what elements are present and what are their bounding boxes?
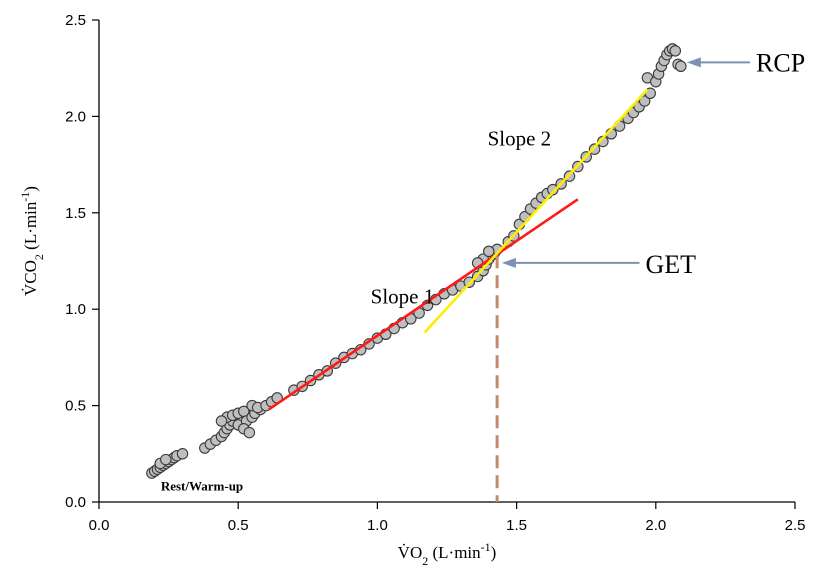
- rcp-label: RCP: [756, 48, 805, 77]
- data-point: [243, 426, 256, 439]
- x-tick-label: 1.0: [367, 517, 388, 534]
- data-point: [638, 95, 651, 107]
- get-arrowhead: [501, 257, 516, 268]
- y-tick-label: 1.5: [65, 205, 86, 222]
- y-tick-label: 0.0: [65, 494, 86, 511]
- get-label: GET: [645, 250, 696, 279]
- fit-lines: [268, 88, 649, 502]
- rcp-arrowhead: [686, 57, 701, 68]
- data-point: [160, 453, 172, 466]
- data-point: [547, 183, 559, 196]
- data-point: [215, 415, 228, 427]
- slope-2-line: [423, 88, 649, 334]
- x-axis-label: V̇O2 (L·min-1): [398, 540, 497, 568]
- data-point: [176, 448, 189, 460]
- y-tick-label: 1.0: [65, 301, 86, 318]
- data-point: [675, 60, 687, 73]
- slope-1-label: Slope 1: [371, 284, 435, 308]
- x-tick-label: 0.0: [89, 517, 110, 534]
- data-points: [146, 43, 687, 479]
- x-tick-label: 2.5: [785, 517, 806, 534]
- data-point: [483, 245, 495, 258]
- slope-1-line: [268, 198, 579, 411]
- y-tick-label: 0.5: [65, 398, 86, 415]
- x-tick-label: 1.5: [506, 517, 527, 534]
- x-tick-label: 2.0: [645, 517, 666, 534]
- annotations: Slope 1 Slope 2 Rest/Warm-up GET RCP: [161, 48, 805, 493]
- slope-2-label: Slope 2: [488, 126, 552, 150]
- y-tick-label: 2.5: [65, 12, 86, 29]
- axes: [98, 20, 795, 503]
- data-point: [669, 45, 682, 57]
- rest-warmup-label: Rest/Warm-up: [161, 478, 243, 493]
- y-tick-label: 2.0: [65, 108, 86, 125]
- y-axis-label: V̇CO2 (L·min-1): [18, 186, 46, 296]
- x-tick-label: 0.5: [228, 517, 249, 534]
- ticks: 0.0 0.5 1.0 1.5 2.0 2.5 0.0 0.5 1.0 1.5 2.0 2.5: [65, 12, 805, 534]
